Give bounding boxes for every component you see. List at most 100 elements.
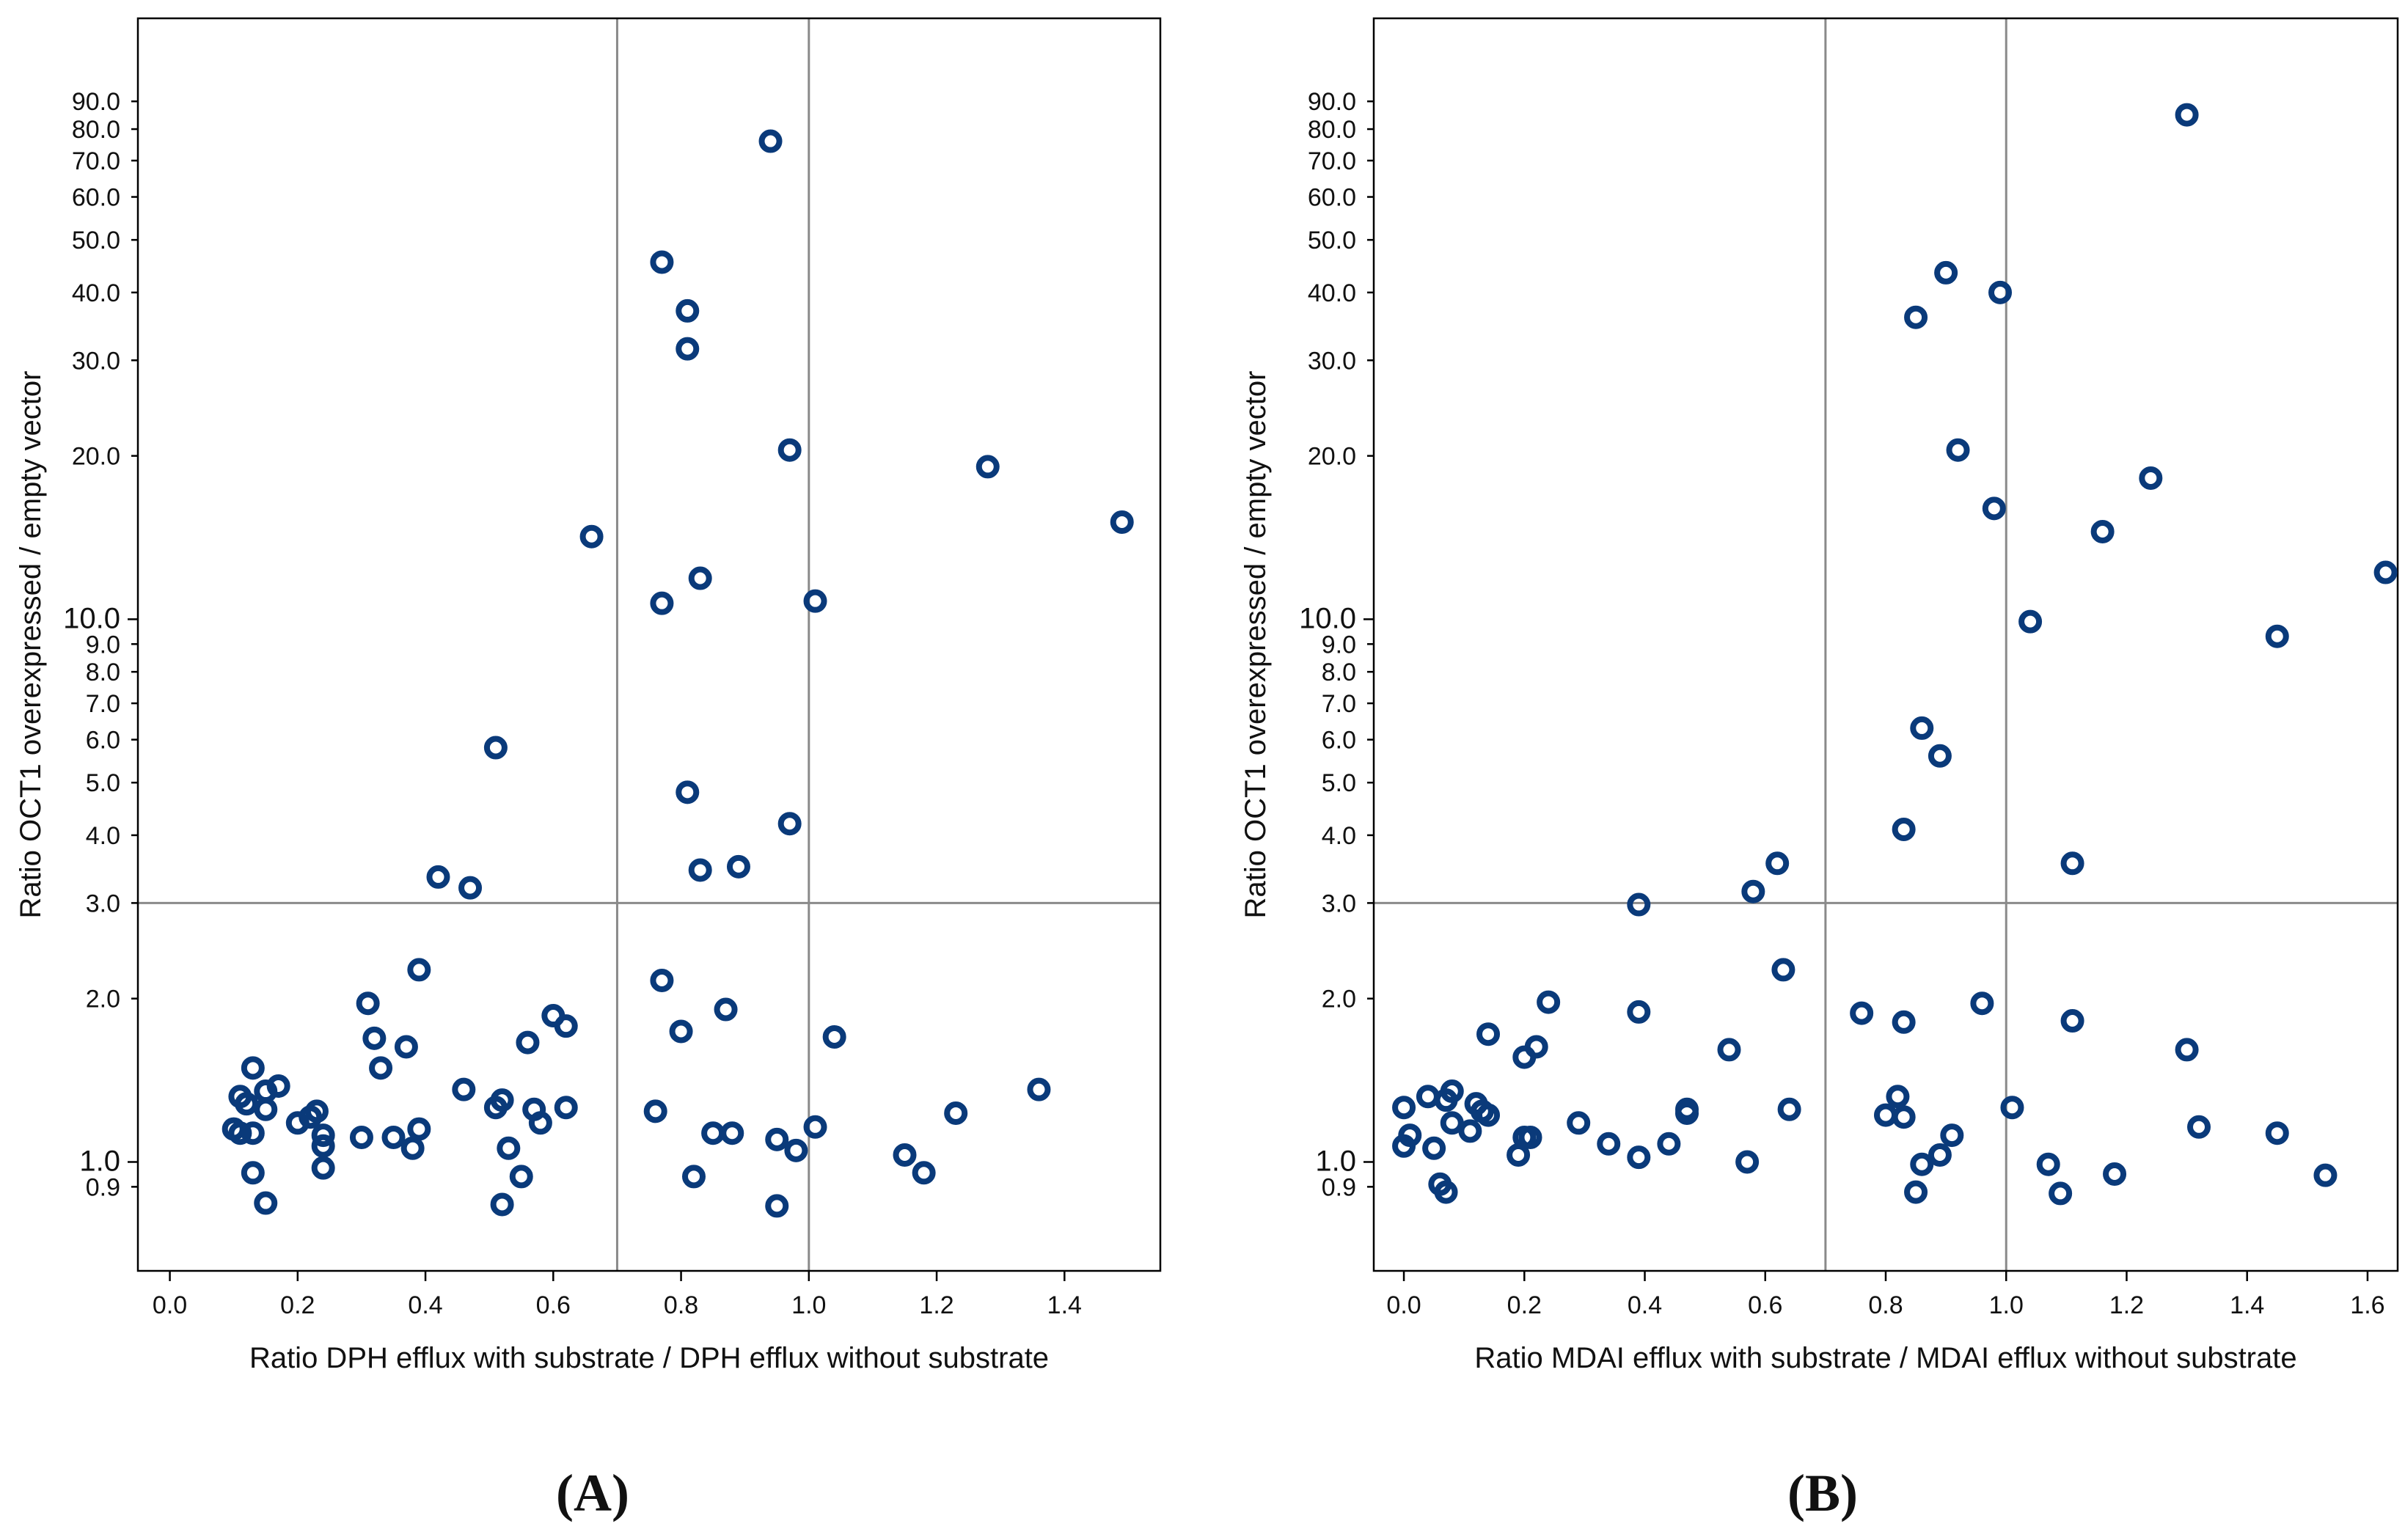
data-point bbox=[554, 1014, 578, 1038]
x-axis-title: Ratio MDAI efflux with substrate / MDAI … bbox=[1474, 1342, 2296, 1374]
y-tick-label: 5.0 bbox=[86, 769, 120, 797]
x-tick-label: 0.8 bbox=[1868, 1291, 1903, 1319]
data-point bbox=[912, 1161, 936, 1185]
data-point bbox=[369, 1056, 393, 1080]
y-tick-label: 50.0 bbox=[72, 227, 120, 254]
data-point bbox=[1904, 1180, 1928, 1204]
x-tick-label: 1.0 bbox=[1989, 1291, 2024, 1319]
y-tick-label: 8.0 bbox=[1322, 659, 1356, 686]
data-point bbox=[579, 524, 604, 549]
x-tick-label: 0.6 bbox=[536, 1291, 571, 1319]
data-point bbox=[1928, 744, 1952, 768]
data-point bbox=[758, 129, 783, 153]
y-tick-label: 4.0 bbox=[86, 822, 120, 850]
y-tick-label: 6.0 bbox=[86, 727, 120, 755]
panel-b: 0.0 0.2 0.4 0.6 0.8 1.0 1.2 1.4 1.60.91.02.03.04… bbox=[1240, 17, 2399, 1522]
x-tick-label: 1.6 bbox=[2350, 1291, 2384, 1319]
y-tick-label: 90.0 bbox=[72, 88, 120, 116]
y-tick-label: 70.0 bbox=[1308, 147, 1356, 175]
data-point bbox=[2313, 1163, 2338, 1187]
y-tick-label: 9.0 bbox=[1322, 631, 1356, 659]
data-point bbox=[650, 968, 674, 992]
data-point bbox=[1765, 851, 1790, 876]
data-point bbox=[1892, 1105, 1916, 1129]
data-point bbox=[1717, 1038, 1741, 1062]
data-point bbox=[1910, 716, 1934, 740]
data-point bbox=[483, 1096, 508, 1120]
data-point bbox=[1518, 1125, 1542, 1149]
data-point bbox=[1741, 879, 1765, 903]
panel-a: 0.0 0.2 0.4 0.6 0.8 1.0 1.2 1.40.91.02.03.04.05… bbox=[15, 17, 1162, 1522]
data-point bbox=[1934, 260, 1958, 285]
data-point bbox=[1735, 1150, 1760, 1174]
data-point bbox=[1440, 1111, 1464, 1135]
x-tick-label: 0.2 bbox=[280, 1291, 315, 1319]
data-point bbox=[400, 1136, 425, 1160]
y-tick-label: 30.0 bbox=[72, 347, 120, 375]
y-tick-label: 60.0 bbox=[72, 184, 120, 212]
y-tick-label: 6.0 bbox=[1322, 727, 1356, 755]
data-point bbox=[228, 1121, 252, 1145]
data-point bbox=[1512, 1045, 1537, 1069]
y-tick-label: 2.0 bbox=[86, 986, 120, 1013]
plot-frame bbox=[136, 17, 1162, 1272]
data-point bbox=[528, 1111, 552, 1135]
data-point bbox=[676, 780, 700, 804]
data-point bbox=[241, 1121, 265, 1145]
data-point bbox=[784, 1138, 808, 1162]
data-point bbox=[1771, 958, 1795, 982]
data-point bbox=[726, 854, 750, 879]
data-point bbox=[254, 1097, 278, 1121]
data-point bbox=[1476, 1103, 1501, 1127]
x-tick-label: 0.2 bbox=[1507, 1291, 1542, 1319]
data-point bbox=[1970, 991, 1994, 1016]
data-point bbox=[1392, 1134, 1416, 1158]
data-point bbox=[681, 1165, 706, 1189]
y-tick-label: 8.0 bbox=[86, 659, 120, 686]
data-point bbox=[1777, 1097, 1801, 1121]
data-point bbox=[2060, 851, 2084, 876]
data-point bbox=[714, 997, 738, 1022]
data-point bbox=[235, 1092, 259, 1116]
y-tick-label: 90.0 bbox=[1308, 88, 1356, 116]
x-tick-label: 0.6 bbox=[1748, 1291, 1782, 1319]
x-tick-label: 0.4 bbox=[408, 1291, 442, 1319]
data-point bbox=[1850, 1001, 1874, 1025]
data-point bbox=[1434, 1088, 1458, 1112]
y-tick-label: 1.0 bbox=[79, 1145, 120, 1177]
y-tick-label: 40.0 bbox=[72, 279, 120, 307]
data-point bbox=[490, 1192, 514, 1217]
data-point bbox=[803, 589, 827, 613]
data-point bbox=[381, 1125, 406, 1149]
y-axis-title: Ratio OCT1 overexpressed / empty vector bbox=[15, 371, 47, 919]
data-point bbox=[2090, 519, 2115, 543]
data-point bbox=[1476, 1022, 1501, 1046]
data-point bbox=[497, 1136, 521, 1160]
y-tick-label: 7.0 bbox=[1322, 690, 1356, 718]
x-tick-label: 1.4 bbox=[2230, 1291, 2264, 1319]
data-point bbox=[311, 1123, 335, 1148]
data-point bbox=[893, 1143, 917, 1167]
data-point bbox=[2175, 103, 2199, 127]
data-point bbox=[643, 1099, 667, 1123]
y-tick-label: 0.9 bbox=[86, 1173, 120, 1201]
data-point bbox=[669, 1019, 693, 1044]
data-point bbox=[650, 250, 674, 274]
data-point bbox=[1988, 280, 2013, 304]
y-tick-label: 3.0 bbox=[1322, 890, 1356, 917]
data-point bbox=[1392, 1096, 1416, 1120]
data-point bbox=[822, 1024, 846, 1049]
y-tick-label: 3.0 bbox=[86, 890, 120, 917]
data-point bbox=[1946, 438, 1970, 462]
data-point bbox=[509, 1165, 533, 1189]
data-point bbox=[1537, 990, 1561, 1014]
data-point bbox=[2265, 624, 2289, 648]
data-point bbox=[254, 1191, 278, 1215]
data-point bbox=[1657, 1132, 1681, 1156]
y-tick-label: 2.0 bbox=[1322, 986, 1356, 1013]
y-tick-label: 4.0 bbox=[1322, 822, 1356, 850]
data-point bbox=[2036, 1152, 2060, 1176]
data-point bbox=[1892, 817, 1916, 841]
data-point bbox=[2060, 1009, 2084, 1033]
